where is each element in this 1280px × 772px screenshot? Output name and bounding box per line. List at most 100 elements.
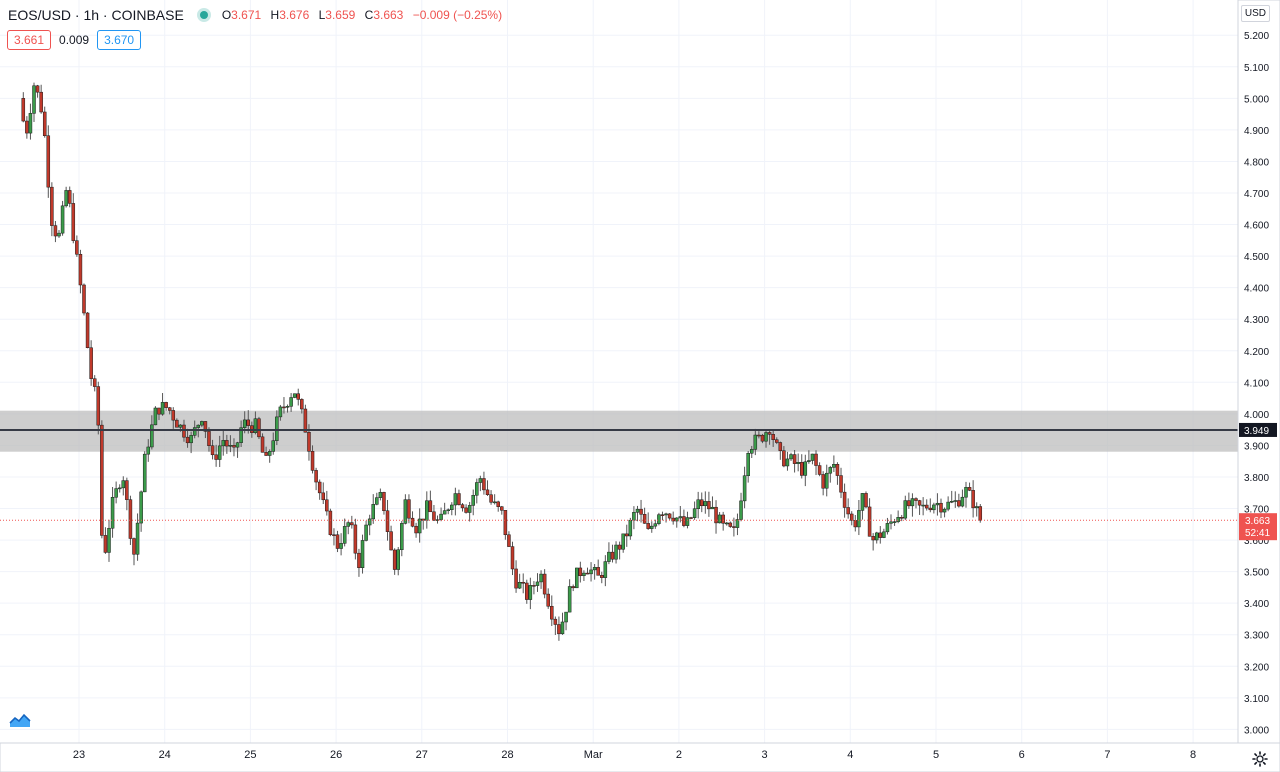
candle bbox=[103, 527, 108, 554]
candle bbox=[860, 493, 865, 520]
candle bbox=[125, 477, 129, 511]
candle bbox=[707, 491, 711, 517]
candle bbox=[371, 494, 375, 524]
candle bbox=[692, 501, 697, 520]
candle bbox=[121, 476, 126, 496]
candle bbox=[432, 504, 436, 521]
candle bbox=[378, 488, 383, 501]
candle bbox=[214, 444, 218, 467]
candle bbox=[539, 570, 543, 589]
candle bbox=[439, 507, 443, 522]
candle bbox=[564, 611, 568, 631]
symbol-title[interactable]: EOS/USD · 1h · COINBASE bbox=[8, 7, 184, 23]
candle bbox=[50, 182, 54, 237]
time-tick-label: 23 bbox=[73, 749, 85, 761]
candle bbox=[953, 491, 958, 508]
price-axis[interactable] bbox=[1237, 0, 1280, 772]
candle bbox=[832, 455, 836, 473]
candle bbox=[632, 506, 636, 530]
candle bbox=[314, 467, 318, 491]
gear-icon[interactable] bbox=[1252, 751, 1268, 767]
candle bbox=[400, 520, 404, 557]
candle bbox=[453, 487, 458, 516]
candle bbox=[782, 446, 786, 468]
price-tick-label: 4.000 bbox=[1244, 410, 1269, 421]
candle bbox=[835, 462, 840, 485]
candle bbox=[785, 451, 790, 471]
candle bbox=[617, 541, 622, 560]
price-tick-label: 3.800 bbox=[1244, 473, 1269, 484]
candle bbox=[585, 567, 590, 575]
candle bbox=[114, 481, 118, 504]
price-tick-label: 3.900 bbox=[1244, 441, 1269, 452]
candle bbox=[732, 517, 736, 537]
candle bbox=[932, 502, 936, 514]
candle bbox=[310, 445, 315, 474]
change-value: −0.009 (−0.25%) bbox=[412, 8, 503, 22]
candle bbox=[503, 510, 508, 540]
candle bbox=[39, 84, 43, 114]
live-dot-icon bbox=[199, 11, 208, 19]
candle bbox=[71, 193, 76, 244]
price-tick-label: 4.500 bbox=[1244, 252, 1269, 263]
candle bbox=[789, 452, 793, 461]
candle bbox=[60, 200, 65, 236]
time-tick-label: 24 bbox=[159, 749, 171, 761]
candle bbox=[450, 502, 454, 516]
tradingview-logo-icon[interactable] bbox=[8, 711, 32, 729]
price-tick-label: 5.200 bbox=[1244, 31, 1269, 42]
candle bbox=[285, 404, 290, 413]
candle bbox=[746, 451, 750, 483]
candle bbox=[742, 466, 747, 509]
candle bbox=[167, 406, 172, 415]
quote-panel: 3.661 0.009 3.670 bbox=[7, 30, 142, 50]
time-tick-label: Mar bbox=[584, 749, 603, 761]
candle bbox=[942, 507, 947, 518]
candle bbox=[646, 512, 650, 530]
bar-countdown-text: 52:41 bbox=[1245, 528, 1270, 539]
candle bbox=[357, 548, 361, 577]
candle bbox=[350, 515, 354, 529]
candle bbox=[810, 453, 815, 465]
candle bbox=[157, 407, 161, 421]
candle bbox=[753, 428, 758, 456]
candle bbox=[28, 103, 33, 140]
candle bbox=[107, 519, 111, 562]
candle bbox=[135, 513, 140, 561]
candle bbox=[171, 407, 176, 429]
candle bbox=[710, 496, 715, 510]
candle bbox=[510, 541, 515, 576]
price-tick-label: 3.700 bbox=[1244, 505, 1269, 516]
candle bbox=[978, 503, 983, 523]
candle bbox=[849, 511, 854, 526]
sell-price-button[interactable]: 3.661 bbox=[7, 30, 52, 50]
candle bbox=[914, 497, 918, 509]
candle bbox=[596, 559, 600, 576]
candle bbox=[53, 220, 58, 243]
candle bbox=[910, 493, 915, 517]
candle bbox=[100, 420, 104, 539]
candle bbox=[653, 519, 658, 529]
candle bbox=[796, 453, 800, 472]
candle bbox=[739, 492, 743, 522]
candle bbox=[528, 577, 533, 610]
candle bbox=[164, 401, 168, 411]
candle bbox=[946, 496, 950, 512]
candle bbox=[485, 480, 490, 496]
candle bbox=[771, 429, 775, 447]
candle bbox=[64, 186, 68, 208]
candle bbox=[75, 235, 79, 257]
buy-price-button[interactable]: 3.670 bbox=[97, 30, 142, 50]
candle bbox=[660, 511, 665, 521]
candle bbox=[464, 504, 468, 514]
price-tick-label: 3.000 bbox=[1244, 725, 1269, 736]
currency-button[interactable]: USD bbox=[1240, 5, 1270, 22]
candle bbox=[749, 445, 754, 459]
time-axis[interactable] bbox=[0, 742, 1280, 772]
candle bbox=[321, 482, 325, 505]
candle bbox=[757, 431, 761, 439]
price-tick-label: 3.500 bbox=[1244, 568, 1269, 579]
candle bbox=[275, 410, 279, 446]
candle bbox=[382, 491, 386, 515]
